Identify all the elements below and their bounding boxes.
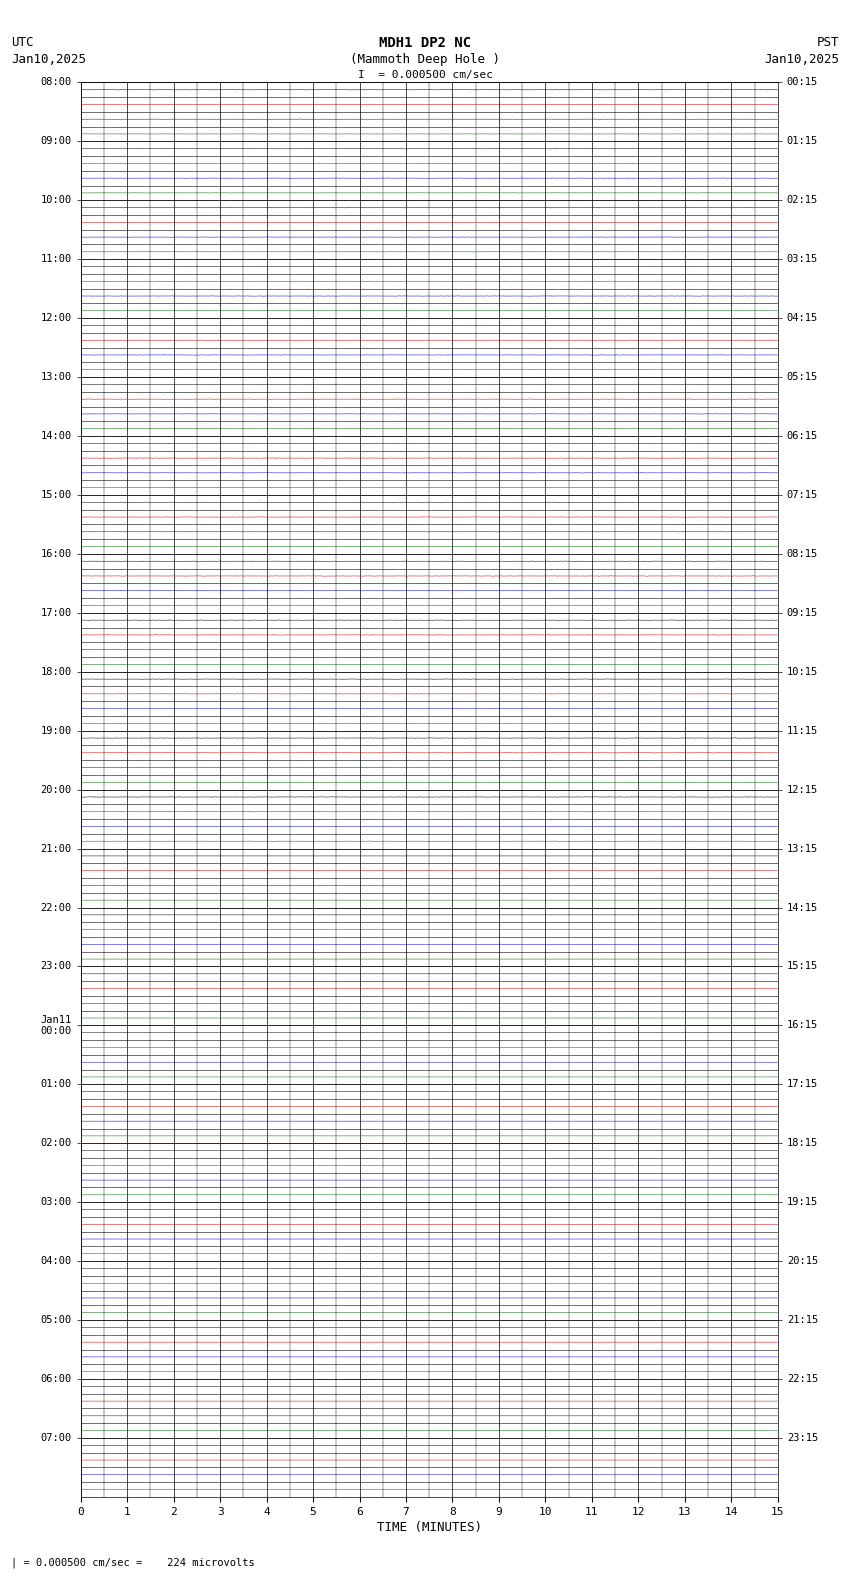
- Text: PST: PST: [817, 35, 839, 49]
- Text: (Mammoth Deep Hole ): (Mammoth Deep Hole ): [350, 52, 500, 67]
- Text: Jan10,2025: Jan10,2025: [764, 52, 839, 67]
- Text: I  = 0.000500 cm/sec: I = 0.000500 cm/sec: [358, 70, 492, 81]
- Text: UTC: UTC: [11, 35, 33, 49]
- Text: Jan10,2025: Jan10,2025: [11, 52, 86, 67]
- Text: MDH1 DP2 NC: MDH1 DP2 NC: [379, 35, 471, 49]
- X-axis label: TIME (MINUTES): TIME (MINUTES): [377, 1521, 482, 1533]
- Text: | = 0.000500 cm/sec =    224 microvolts: | = 0.000500 cm/sec = 224 microvolts: [11, 1557, 255, 1568]
